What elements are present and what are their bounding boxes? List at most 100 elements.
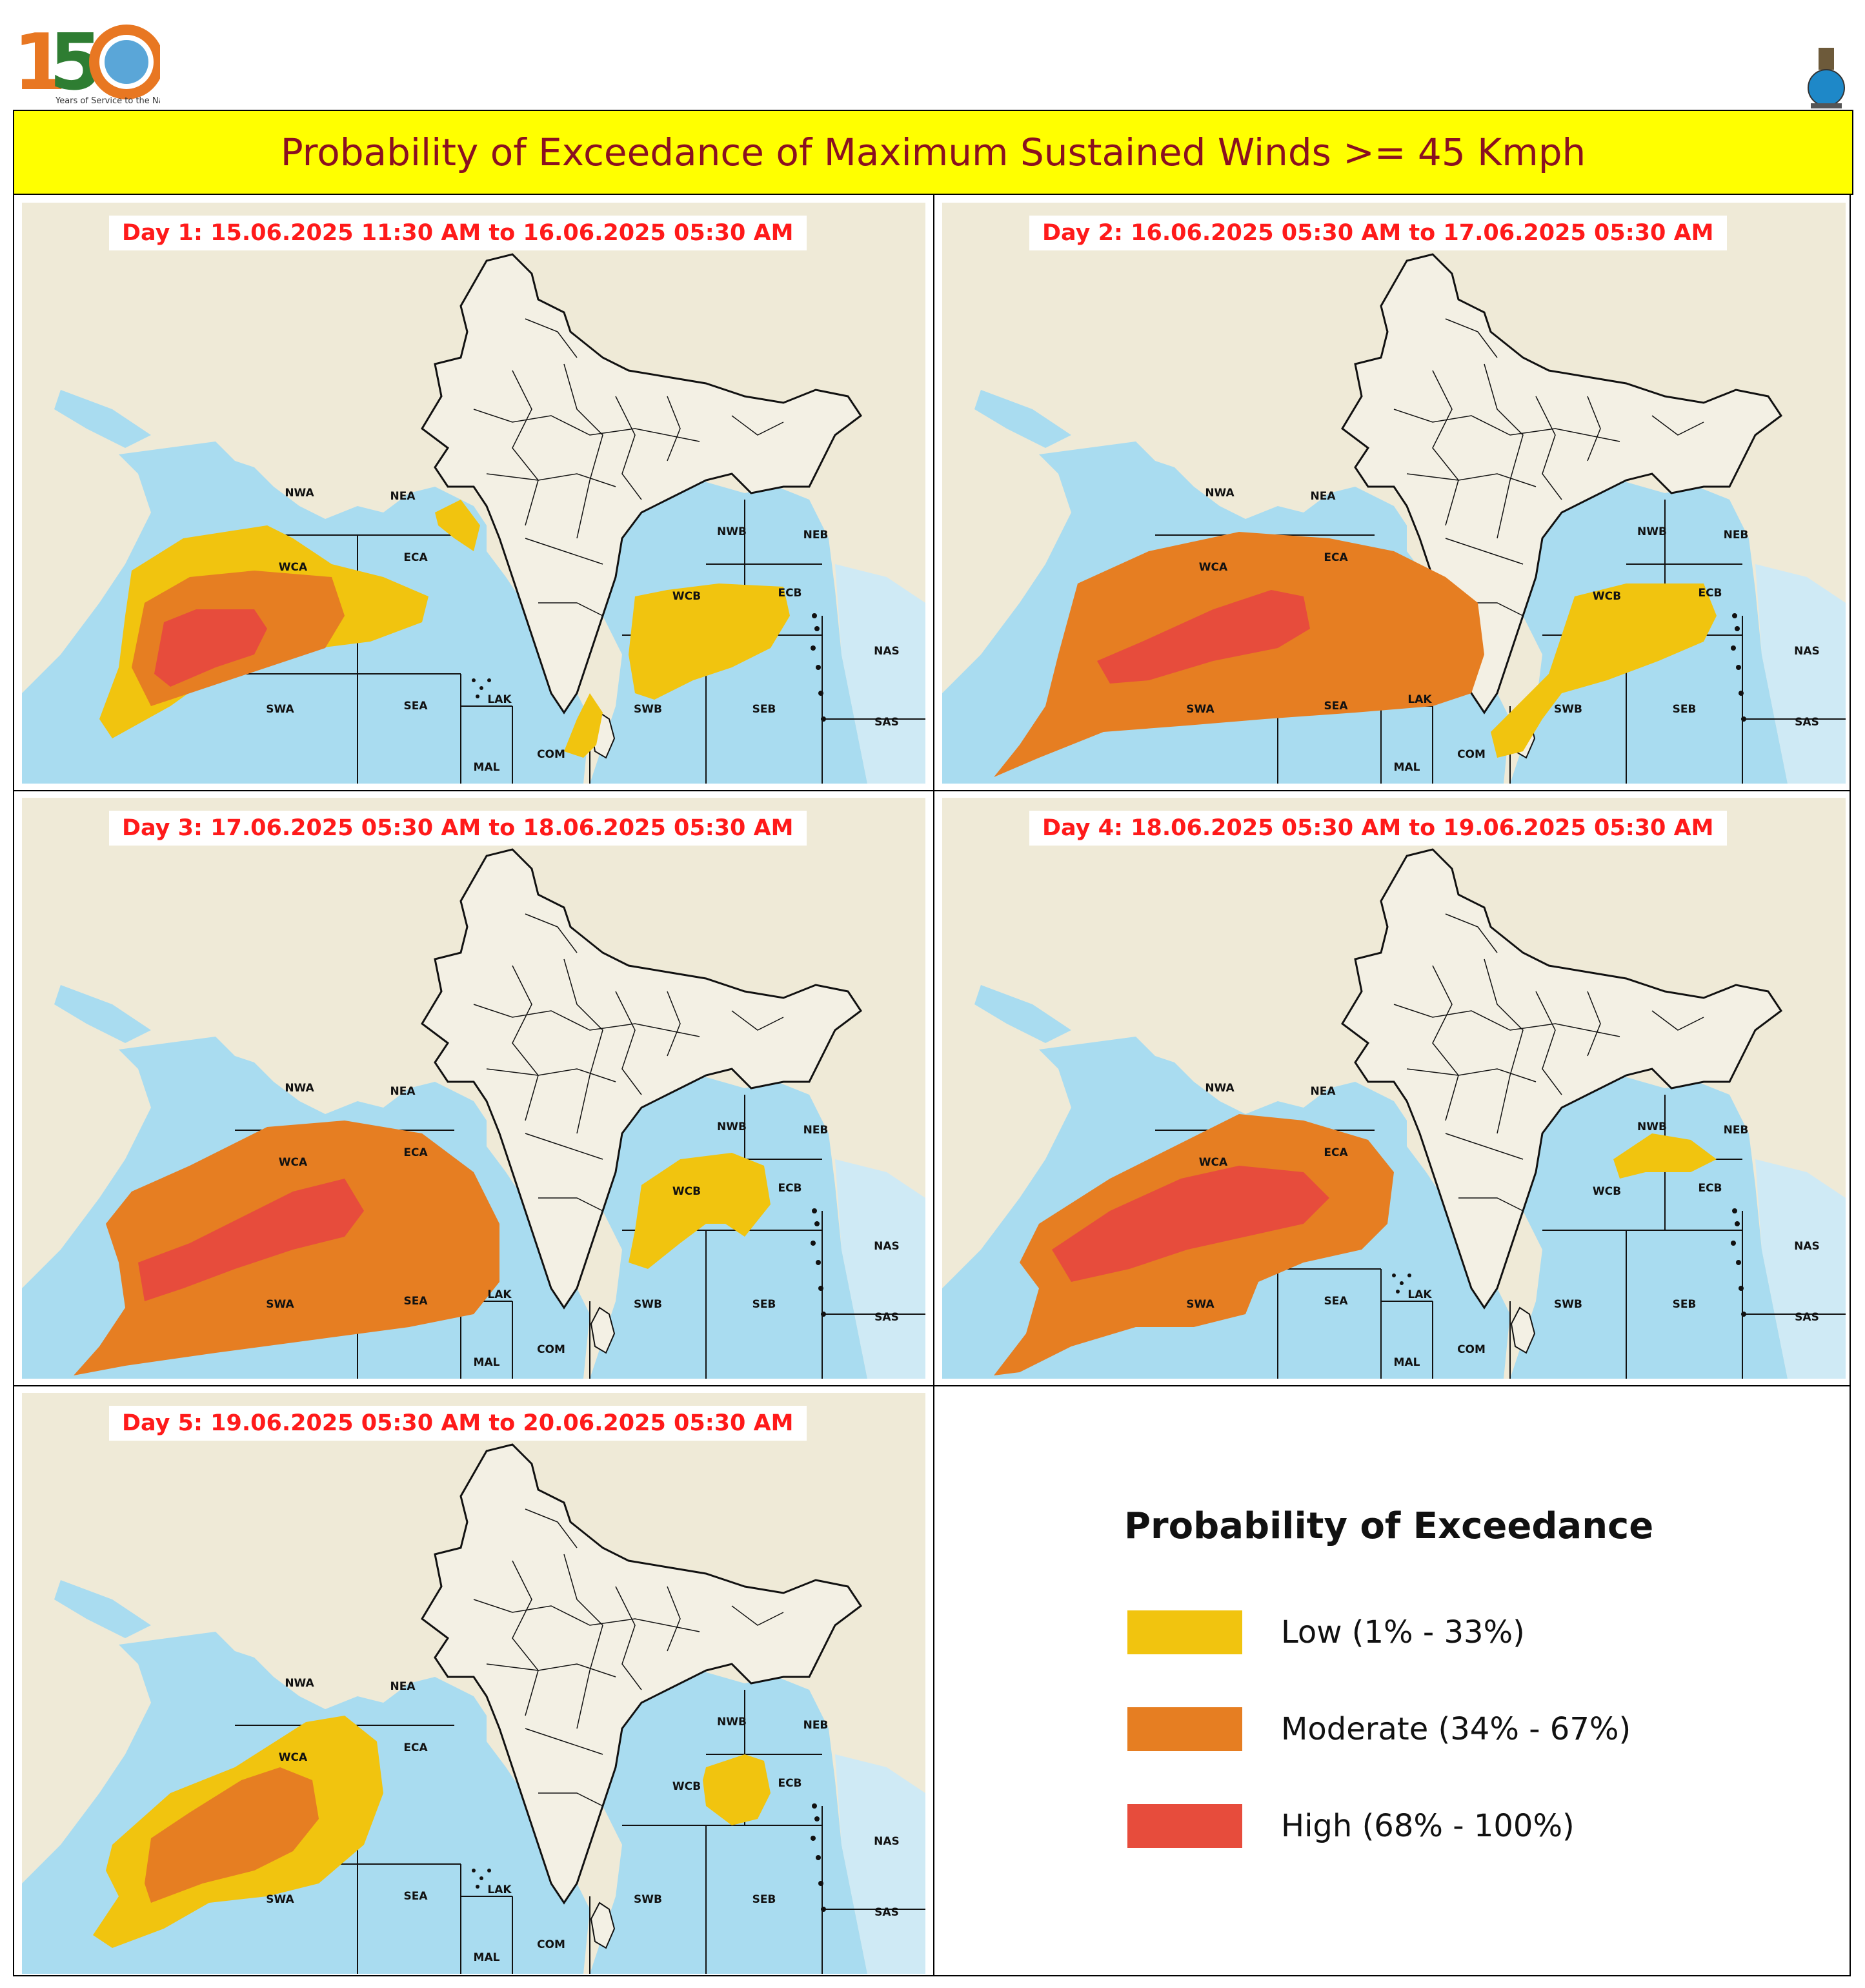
region-label-sas: SAS	[1795, 1311, 1819, 1324]
region-label-ecb: ECB	[778, 1777, 801, 1790]
region-label-mal: MAL	[1394, 1356, 1420, 1369]
horizontal-divider-2	[14, 1385, 1850, 1386]
region-label-seb: SEB	[752, 703, 776, 716]
region-label-lak: LAK	[1407, 1288, 1432, 1301]
region-label-neb: NEB	[803, 1719, 829, 1732]
region-label-sas: SAS	[874, 716, 899, 729]
logo-caption: Years of Service to the Nation	[55, 96, 160, 106]
low-probability-area	[1613, 1133, 1717, 1179]
region-label-wca: WCA	[279, 1156, 308, 1169]
region-label-eca: ECA	[403, 551, 428, 564]
region-label-mal: MAL	[1394, 761, 1420, 774]
region-label-nea: NEA	[390, 1680, 416, 1693]
low-probability-area	[703, 1754, 771, 1825]
region-label-nea: NEA	[390, 1085, 416, 1098]
region-label-nwb: NWB	[717, 1716, 747, 1729]
horizontal-divider-1	[14, 790, 1850, 791]
region-label-sea: SEA	[403, 1890, 428, 1903]
region-label-lak: LAK	[487, 693, 512, 706]
region-label-com: COM	[1457, 1343, 1486, 1356]
region-label-wca: WCA	[279, 561, 308, 574]
region-label-nwa: NWA	[1205, 1082, 1235, 1095]
low-probability-area	[629, 583, 790, 700]
region-label-nwb: NWB	[1637, 1121, 1667, 1133]
low-probability-area	[629, 1153, 771, 1269]
region-label-wcb: WCB	[672, 590, 701, 603]
region-label-nwa: NWA	[285, 1082, 314, 1095]
region-label-sea: SEA	[1324, 700, 1348, 713]
imd-150-logo: 1 5 Years of Service to the Nation	[12, 12, 180, 108]
panel-grid: NWA NEA WCA ECA SWA SEA LAK MAL COM NWB NEB WCB ECB S…	[13, 194, 1851, 1976]
region-label-sea: SEA	[403, 700, 428, 713]
region-label-nwa: NWA	[1205, 487, 1235, 500]
region-label-com: COM	[1457, 748, 1486, 761]
legend-swatch-high	[1127, 1804, 1242, 1848]
region-label-ecb: ECB	[778, 587, 801, 600]
day-4-label: Day 4: 18.06.2025 05:30 AM to 19.06.2025…	[1029, 811, 1727, 846]
region-label-nas: NAS	[874, 645, 900, 658]
region-label-wcb: WCB	[672, 1185, 701, 1198]
region-label-nea: NEA	[1311, 490, 1336, 503]
region-label-swb: SWB	[634, 703, 662, 716]
region-label-nwb: NWB	[1637, 525, 1667, 538]
region-label-nwa: NWA	[285, 487, 314, 500]
day-1-panel: NWA NEA WCA ECA SWA SEA LAK MAL COM NWB NEB WCB ECB S…	[22, 203, 925, 784]
legend-title: Probability of Exceedance	[1124, 1505, 1654, 1547]
region-label-eca: ECA	[403, 1741, 428, 1754]
region-label-swa: SWA	[1186, 1298, 1215, 1311]
region-label-wca: WCA	[279, 1751, 308, 1764]
region-label-nwb: NWB	[717, 1121, 747, 1133]
legend-item-moderate: Moderate (34% - 67%)	[1127, 1705, 1631, 1753]
region-label-lak: LAK	[487, 1288, 512, 1301]
day-3-label: Day 3: 17.06.2025 05:30 AM to 18.06.2025…	[109, 811, 807, 846]
region-label-seb: SEB	[752, 1893, 776, 1906]
region-label-swa: SWA	[266, 1893, 294, 1906]
region-label-eca: ECA	[1324, 551, 1348, 564]
day-2-panel: NWA NEA WCA ECA SWA SEA LAK MAL COM NWB NEB WCB ECB S…	[942, 203, 1846, 784]
legend-label-moderate: Moderate (34% - 67%)	[1281, 1711, 1631, 1747]
region-label-nea: NEA	[1311, 1085, 1336, 1098]
day-5-map: NWA NEA WCA ECA SWA SEA LAK MAL COM NWB NEB WCB ECB S…	[22, 1393, 925, 1974]
region-label-seb: SEB	[1673, 703, 1697, 716]
page-title: Probability of Exceedance of Maximum Sus…	[280, 130, 1586, 174]
state-emblem-logo	[1800, 45, 1852, 110]
region-label-eca: ECA	[403, 1146, 428, 1159]
region-label-lak: LAK	[487, 1883, 512, 1896]
region-label-sas: SAS	[874, 1906, 899, 1919]
region-label-sas: SAS	[1795, 716, 1819, 729]
moderate-probability-area	[145, 1767, 319, 1903]
title-bar: Probability of Exceedance of Maximum Sus…	[13, 110, 1853, 195]
svg-text:1: 1	[13, 18, 67, 108]
region-label-wcb: WCB	[1593, 590, 1621, 603]
region-label-sea: SEA	[403, 1295, 428, 1308]
region-label-lak: LAK	[1407, 693, 1432, 706]
region-label-swb: SWB	[1554, 703, 1582, 716]
region-label-nea: NEA	[390, 490, 416, 503]
low-probability-area	[564, 693, 603, 758]
region-label-neb: NEB	[803, 529, 829, 542]
region-label-wca: WCA	[1199, 561, 1228, 574]
region-label-nas: NAS	[1794, 645, 1820, 658]
region-label-wcb: WCB	[672, 1780, 701, 1793]
region-label-sea: SEA	[1324, 1295, 1348, 1308]
region-label-nwa: NWA	[285, 1677, 314, 1690]
day-1-label: Day 1: 15.06.2025 11:30 AM to 16.06.2025…	[109, 216, 807, 250]
region-label-ecb: ECB	[1698, 587, 1722, 600]
region-label-nas: NAS	[874, 1240, 900, 1253]
legend-item-low: Low (1% - 33%)	[1127, 1608, 1525, 1656]
region-label-ecb: ECB	[778, 1182, 801, 1195]
region-label-swa: SWA	[266, 703, 294, 716]
region-label-swb: SWB	[1554, 1298, 1582, 1311]
day-5-label: Day 5: 19.06.2025 05:30 AM to 20.06.2025…	[109, 1406, 807, 1441]
legend-swatch-low	[1127, 1610, 1242, 1654]
region-label-nas: NAS	[1794, 1240, 1820, 1253]
region-label-mal: MAL	[474, 1356, 500, 1369]
region-label-swb: SWB	[634, 1298, 662, 1311]
region-label-wca: WCA	[1199, 1156, 1228, 1169]
region-label-swa: SWA	[1186, 703, 1215, 716]
region-label-neb: NEB	[1724, 529, 1749, 542]
region-label-neb: NEB	[803, 1124, 829, 1137]
day-2-label: Day 2: 16.06.2025 05:30 AM to 17.06.2025…	[1029, 216, 1727, 250]
low-probability-area	[435, 500, 480, 551]
region-label-swa: SWA	[266, 1298, 294, 1311]
